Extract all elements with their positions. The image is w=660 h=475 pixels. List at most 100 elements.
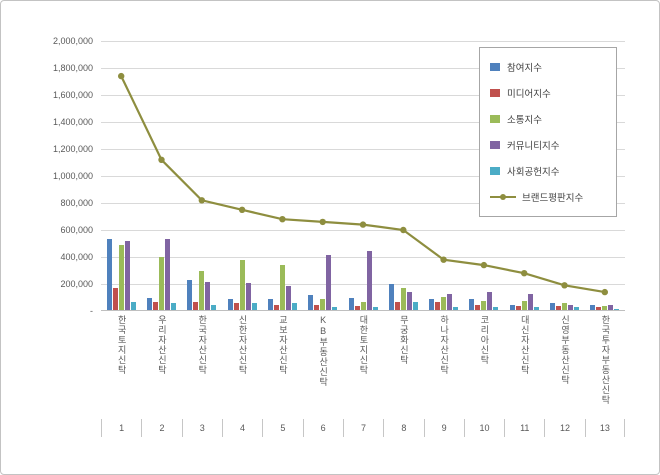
x-label-6: KB부동산신탁: [303, 315, 343, 417]
bar-social-contribution-5: [291, 303, 297, 310]
bar-participation-13: [590, 304, 596, 310]
bar-media-11: [515, 306, 521, 310]
bar-community-9: [447, 293, 453, 310]
bar-participation-5: [267, 299, 273, 310]
line-marker-icon: [118, 72, 125, 80]
legend-item-brand-reputation: 브랜드평판지수: [480, 184, 616, 210]
bar-social-contribution-2: [171, 303, 176, 310]
bar-participation-3: [187, 280, 193, 310]
bar-social-contribution-11: [533, 307, 539, 310]
bar-media-10: [475, 304, 481, 310]
bar-media-9: [435, 301, 441, 310]
line-marker-icon: [319, 218, 326, 226]
x-label-text: 신영부동산신탁: [560, 315, 571, 385]
legend-label-brand-reputation: 브랜드평판지수: [522, 193, 584, 204]
bar-social-contribution-13: [614, 308, 620, 310]
y-tick-label: 1,400,000: [52, 117, 93, 127]
bar-media-2: [153, 301, 158, 310]
bar-social-contribution-3: [211, 304, 217, 310]
bar-participation-6: [308, 295, 314, 310]
legend-label-community: 커뮤니티지수: [507, 141, 560, 152]
legend-label-social-contribution: 사회공헌지수: [507, 167, 560, 178]
legend-item-communication: 소통지수: [480, 106, 616, 132]
bar-communication-11: [521, 300, 527, 310]
bar-participation-12: [550, 303, 555, 310]
y-tick-label: 800,000: [60, 198, 93, 208]
gridline: [101, 68, 625, 69]
bar-community-5: [285, 285, 291, 310]
y-tick-label: 2,000,000: [52, 36, 93, 46]
bar-communication-1: [118, 245, 124, 310]
x-label-text: 신한자산신탁: [237, 315, 248, 375]
x-label-text: 한국투자부동산신탁: [600, 315, 611, 405]
communication-swatch-icon: [490, 115, 500, 123]
x-label-8: 무궁화신탁: [383, 315, 423, 417]
x-label-text: KB부동산신탁: [318, 315, 329, 387]
x-number-12: 12: [544, 419, 584, 437]
bar-social-contribution-8: [412, 301, 418, 310]
bar-communication-5: [279, 265, 285, 310]
bar-social-contribution-1: [130, 301, 136, 310]
x-label-5: 교보자산신탁: [262, 315, 302, 417]
bar-media-1: [112, 288, 118, 310]
x-label-text: 한국토지신탁: [116, 315, 127, 375]
line-marker-icon: [279, 216, 286, 223]
x-label-3: 한국자산신탁: [182, 315, 222, 417]
line-marker-icon: [601, 288, 608, 296]
x-label-11: 대신자산신탁: [504, 315, 544, 417]
line-marker-icon: [480, 261, 488, 269]
bar-social-contribution-6: [332, 307, 338, 310]
x-label-text: 한국자산신탁: [197, 315, 208, 375]
bar-communication-10: [481, 300, 487, 310]
media-swatch-icon: [490, 89, 500, 97]
x-label-text: 대한토지신탁: [358, 315, 369, 375]
y-tick-label: 200,000: [60, 279, 93, 289]
social-contribution-swatch-icon: [490, 167, 500, 175]
x-axis-category-numbers: 1 2 3 4 5 6 7 8 9 10 11 12 13: [101, 419, 625, 437]
x-label-text: 하나자산신탁: [439, 315, 450, 375]
x-label-9: 하나자산신탁: [424, 315, 464, 417]
x-number-13: 13: [584, 419, 625, 437]
x-number-8: 8: [383, 419, 423, 437]
x-label-4: 신한자산신탁: [222, 315, 262, 417]
brand-reputation-line-icon: [490, 194, 516, 200]
bar-participation-11: [509, 304, 515, 310]
x-number-4: 4: [221, 419, 262, 437]
bar-media-6: [314, 304, 320, 310]
line-marker-icon: [359, 221, 367, 228]
bar-social-contribution-9: [453, 307, 459, 310]
y-tick-label: 600,000: [60, 225, 93, 235]
x-label-12: 신영부동산신탁: [544, 315, 584, 417]
gridline: [101, 284, 625, 285]
bar-media-5: [273, 304, 279, 310]
bar-community-10: [487, 292, 493, 310]
bar-social-contribution-7: [372, 307, 378, 310]
bar-community-12: [568, 304, 573, 310]
legend-item-participation: 참여지수: [480, 54, 616, 80]
bar-media-3: [193, 301, 199, 310]
x-label-text: 우리자산신탁: [156, 315, 167, 375]
bar-participation-8: [388, 284, 394, 310]
x-number-2: 2: [141, 419, 181, 437]
x-number-9: 9: [423, 419, 464, 437]
x-axis-category-names: 한국토지신탁 우리자산신탁 한국자산신탁 신한자산신탁 교보자산신탁 KB부동산신탁 대한토…: [101, 315, 625, 417]
bar-media-8: [394, 301, 400, 310]
bar-participation-4: [227, 299, 233, 310]
bar-participation-2: [147, 297, 152, 310]
legend-label-communication: 소통지수: [507, 115, 542, 126]
bar-community-8: [406, 292, 412, 310]
bar-social-contribution-4: [251, 303, 257, 310]
gridline: [101, 257, 625, 258]
y-tick-label: 1,000,000: [52, 171, 93, 181]
bar-communication-7: [360, 301, 366, 310]
line-marker-icon: [238, 206, 246, 213]
x-number-6: 6: [302, 419, 343, 437]
legend-label-media: 미디어지수: [507, 89, 551, 100]
legend-label-participation: 참여지수: [507, 63, 542, 74]
gridline: [101, 41, 625, 42]
bar-participation-1: [106, 238, 112, 310]
bar-community-7: [366, 250, 372, 310]
x-label-text: 대신자산신탁: [519, 315, 530, 375]
